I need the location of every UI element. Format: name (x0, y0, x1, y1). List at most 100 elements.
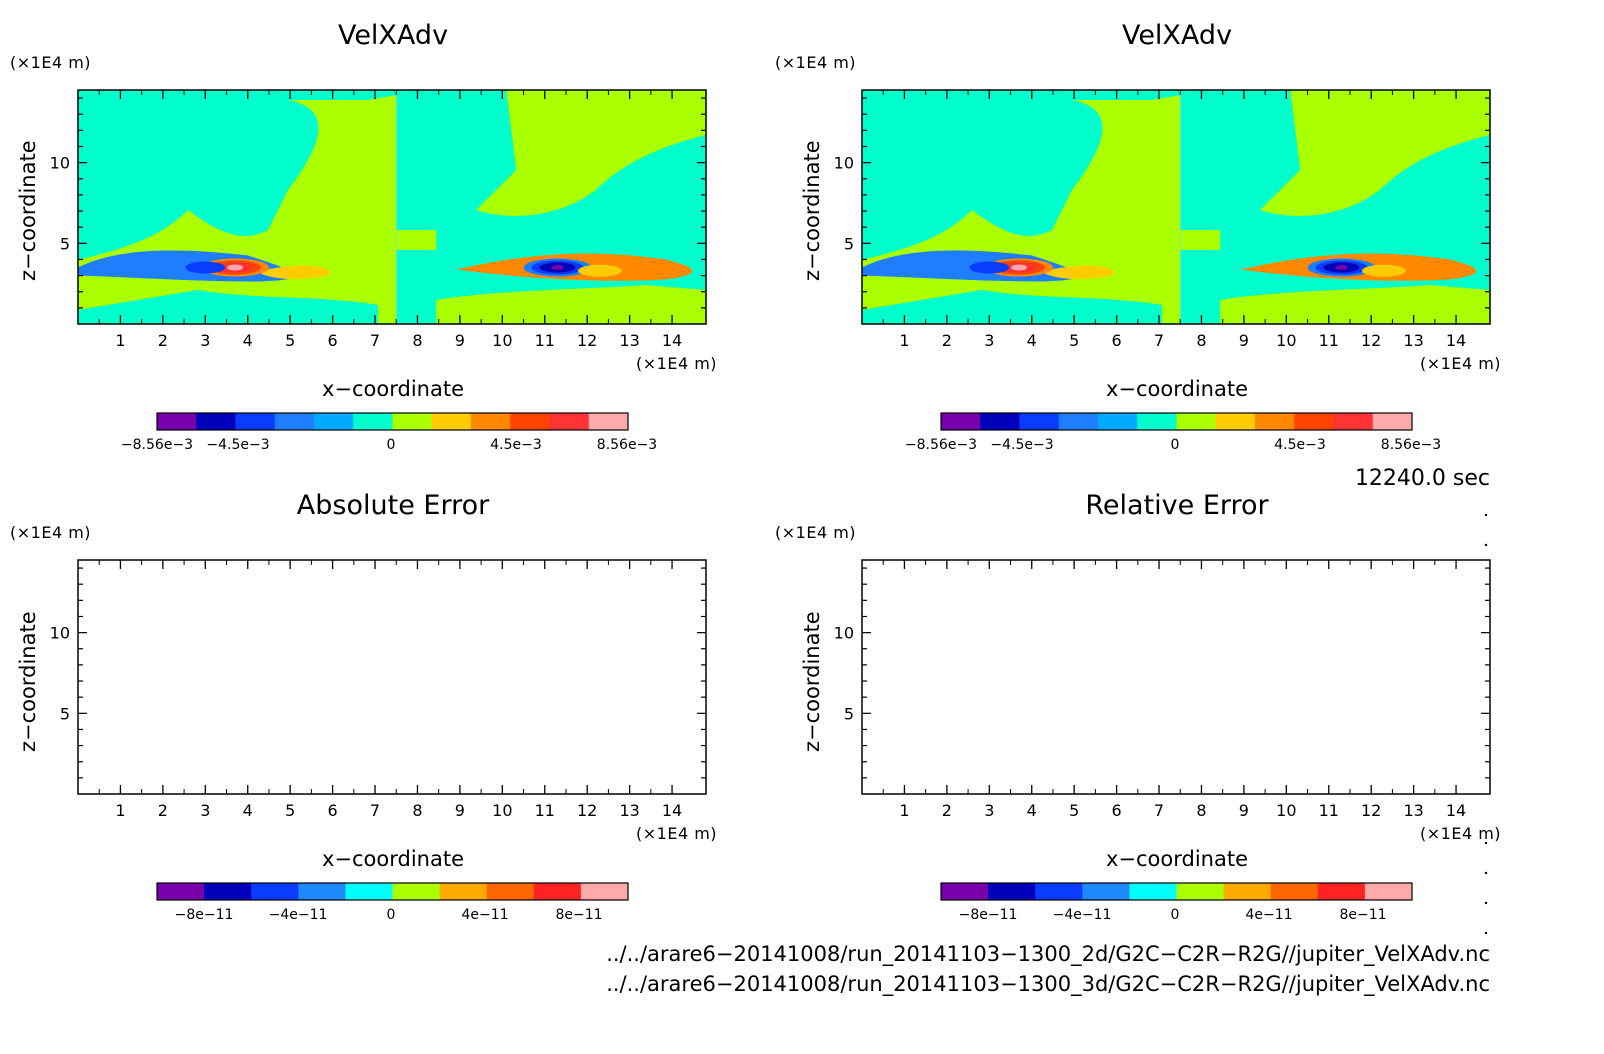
colorbar-segment (345, 883, 393, 900)
x-tick-label: 8 (412, 331, 422, 350)
colorbar-tick-label: 0 (1171, 907, 1180, 923)
colorbar-tick-label: −8.56e−3 (121, 437, 193, 453)
x-axis-label: x−coordinate (1105, 847, 1249, 871)
region-positive (1260, 90, 1490, 216)
x-tick-label: 6 (328, 331, 338, 350)
region-near-zero (862, 290, 1162, 324)
x-unit-label: (×1E4 m) (636, 354, 718, 373)
plot-frame (77, 89, 707, 325)
colorbar-tick-label: −4e−11 (269, 907, 328, 923)
x-tick-label: 4 (243, 331, 253, 350)
colorbar-segment (1035, 883, 1083, 900)
colorbar-segment (1129, 883, 1177, 900)
colorbar-segment (510, 413, 550, 430)
colorbar-segment (157, 883, 205, 900)
colorbar-tick-label: −8.56e−3 (905, 437, 977, 453)
colorbar-segment (1098, 413, 1138, 430)
region-near-zero (78, 90, 288, 105)
band-positive (258, 265, 330, 280)
colorbar-frame (156, 882, 629, 901)
band-positive (1042, 265, 1114, 280)
edge-dot (1484, 901, 1488, 905)
x-tick-label: 14 (662, 331, 682, 350)
colorbar-tick-label: 0 (387, 437, 396, 453)
colorbar-tick-label: 4e−11 (1245, 907, 1292, 923)
x-tick-label: 11 (1319, 331, 1339, 350)
x-tick-label: 5 (285, 331, 295, 350)
min-core (551, 265, 564, 271)
y-tick-label: 5 (60, 704, 70, 723)
region-positive (1180, 230, 1221, 250)
x-tick-label: 6 (1112, 331, 1122, 350)
contour-field (862, 90, 1490, 324)
x-tick-label: 4 (1027, 331, 1037, 350)
x-tick-label: 13 (1403, 801, 1423, 820)
colorbar-segment (196, 413, 236, 430)
min-contour (969, 261, 1010, 274)
y-unit-label: (×1E4 m) (10, 53, 92, 72)
y-tick-label: 10 (50, 624, 70, 643)
region-positive (396, 230, 437, 250)
file-path-3d: ../../arare6−20141008/run_20141103−1300_… (606, 972, 1490, 996)
x-tick-label: 7 (1154, 331, 1164, 350)
colorbar-segment (1255, 413, 1295, 430)
x-tick-label: 9 (1239, 801, 1249, 820)
colorbar-segment (486, 883, 535, 900)
colorbar-segment (588, 413, 629, 430)
file-path-2d: ../../arare6−20141008/run_20141103−1300_… (606, 942, 1490, 966)
x-tick-label: 1 (115, 331, 125, 350)
colorbar-segment (235, 413, 276, 430)
y-tick-label: 5 (60, 234, 70, 253)
colorbar-segment (204, 883, 252, 900)
x-tick-label: 2 (942, 331, 952, 350)
y-tick-label: 5 (844, 704, 854, 723)
x-tick-label: 5 (1069, 801, 1079, 820)
x-tick-label: 12 (1361, 801, 1381, 820)
region-near-zero (78, 290, 378, 324)
x-tick-label: 5 (285, 801, 295, 820)
x-tick-label: 14 (662, 801, 682, 820)
colorbar-tick-label: 8.56e−3 (1381, 437, 1441, 453)
x-axis-label: x−coordinate (321, 377, 465, 401)
x-tick-label: 9 (1239, 331, 1249, 350)
x-tick-label: 13 (619, 801, 639, 820)
colorbar-frame (156, 412, 629, 431)
x-tick-label: 8 (1196, 801, 1206, 820)
colorbar-segment (1058, 413, 1099, 430)
colorbar-segment (1223, 883, 1272, 900)
max-contour (577, 264, 622, 277)
colorbar-segment (314, 413, 354, 430)
colorbar-tick-label: 4e−11 (461, 907, 508, 923)
x-unit-label: (×1E4 m) (1420, 824, 1502, 843)
x-tick-label: 11 (535, 801, 555, 820)
colorbar-segment (580, 883, 629, 900)
colorbar-frame (940, 882, 1413, 901)
colorbar-tick-label: 8e−11 (555, 907, 602, 923)
x-unit-label: (×1E4 m) (636, 824, 718, 843)
x-tick-label: 3 (200, 801, 210, 820)
x-axis-label: x−coordinate (1105, 377, 1249, 401)
edge-dot (1484, 841, 1488, 845)
colorbar-segment (1317, 883, 1366, 900)
x-tick-label: 3 (984, 801, 994, 820)
min-core (1335, 265, 1348, 271)
colorbar-segment (431, 413, 472, 430)
x-tick-label: 10 (1276, 331, 1296, 350)
colorbar-tick-label: −4.5e−3 (990, 437, 1053, 453)
contour-field (78, 90, 706, 324)
colorbar-segment (1372, 413, 1413, 430)
colorbar-segment (1176, 883, 1225, 900)
colorbar-segment (471, 413, 511, 430)
x-tick-label: 14 (1446, 331, 1466, 350)
x-tick-label: 10 (492, 331, 512, 350)
x-tick-label: 3 (200, 331, 210, 350)
colorbar-segment (941, 413, 981, 430)
colorbar-tick-label: 0 (1171, 437, 1180, 453)
x-tick-label: 8 (412, 801, 422, 820)
x-tick-label: 2 (158, 801, 168, 820)
x-tick-label: 10 (1276, 801, 1296, 820)
plot-frame (861, 559, 1491, 795)
min-contour (185, 261, 226, 274)
time-stamp: 12240.0 sec (1354, 466, 1490, 491)
